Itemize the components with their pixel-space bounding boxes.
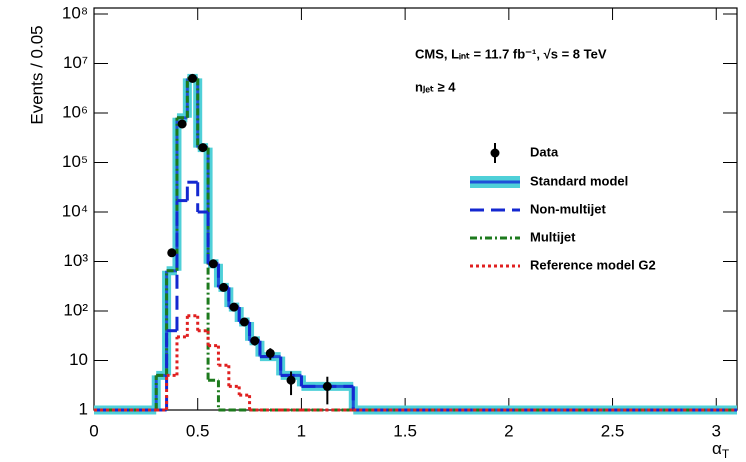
y-axis-label: Events / 0.05	[27, 25, 46, 124]
x-tick-label: 0.5	[186, 421, 210, 440]
y-tick-label: 10³	[63, 251, 88, 270]
data-point	[229, 302, 239, 312]
x-tick-label: 0	[89, 421, 98, 440]
x-tick-label: 2.5	[601, 421, 625, 440]
y-tick-label: 10²	[63, 300, 88, 319]
y-tick-label: 1	[79, 399, 88, 418]
legend-label: Reference model G2	[530, 257, 656, 272]
data-point	[177, 119, 187, 129]
data-point	[239, 317, 249, 327]
legend-label: Data	[530, 144, 559, 159]
data-point	[322, 381, 332, 391]
legend-label: Standard model	[530, 173, 628, 188]
y-tick-label: 10	[69, 350, 88, 369]
y-tick-label: 10⁵	[62, 152, 88, 171]
data-point	[188, 73, 198, 83]
histogram	[94, 314, 737, 412]
data-point	[250, 336, 260, 346]
data-point	[265, 348, 275, 358]
data-point	[198, 143, 208, 153]
data-point	[286, 375, 296, 385]
annotation: CMS, Lᵢₙₜ = 11.7 fb⁻¹, √s = 8 TeV	[415, 46, 607, 61]
x-tick-label: 2	[504, 421, 513, 440]
y-tick-label: 10⁷	[63, 53, 88, 72]
x-axis-label: αT	[712, 439, 730, 461]
y-tick-label: 10⁸	[62, 3, 88, 22]
y-tick-label: 10⁴	[62, 201, 88, 220]
x-tick-label: 1.5	[393, 421, 417, 440]
x-tick-label: 3	[712, 421, 721, 440]
data-point	[208, 259, 218, 269]
legend-symbol	[490, 148, 500, 158]
x-axis-label-part: T	[722, 447, 730, 461]
legend-label: Non-multijet	[530, 201, 606, 216]
data-point	[167, 248, 177, 258]
x-axis-label-part: α	[712, 439, 722, 458]
data-point	[219, 282, 229, 292]
x-tick-label: 1	[297, 421, 306, 440]
legend-label: Multijet	[530, 229, 576, 244]
y-tick-label: 10⁶	[62, 102, 88, 121]
annotation: nⱼₑₜ ≥ 4	[415, 79, 456, 94]
